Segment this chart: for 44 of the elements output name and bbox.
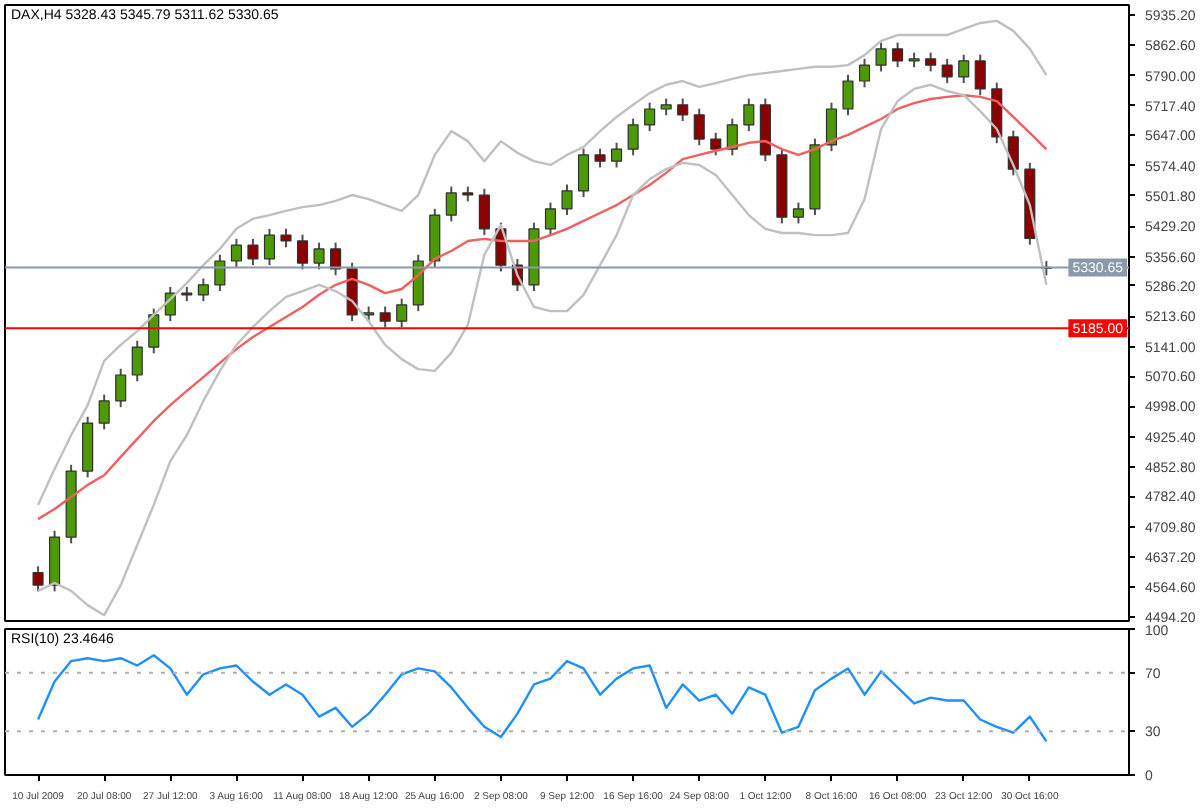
- candlestick: [726, 117, 738, 157]
- candlestick: [313, 241, 325, 271]
- candlestick: [611, 141, 623, 169]
- candlestick: [247, 237, 259, 267]
- candlestick: [396, 297, 408, 329]
- line-series: [36, 19, 1048, 507]
- line-series: [36, 94, 1048, 521]
- candlestick: [594, 147, 606, 169]
- candlestick: [98, 393, 110, 431]
- candlestick: [263, 227, 276, 267]
- candlestick: [280, 227, 292, 249]
- candlestick: [296, 233, 309, 271]
- line-series: [36, 654, 1048, 743]
- candlestick: [478, 187, 490, 237]
- candlestick: [544, 201, 557, 237]
- line-series: [36, 83, 1048, 617]
- candlestick: [858, 57, 871, 89]
- candlestick: [230, 237, 242, 269]
- candlestick: [875, 41, 887, 73]
- candlestick: [32, 565, 44, 593]
- candlestick: [892, 41, 904, 69]
- candlestick: [925, 51, 937, 73]
- candlestick: [330, 241, 342, 277]
- candlestick: [974, 53, 986, 97]
- candlestick: [214, 253, 226, 293]
- candlestick: [842, 73, 854, 117]
- candlestick: [743, 97, 755, 133]
- candlestick: [379, 305, 391, 329]
- candlestick: [941, 57, 953, 85]
- candlestick: [445, 185, 457, 223]
- candlestick: [677, 97, 689, 123]
- candlestick: [429, 207, 441, 269]
- candlestick: [561, 183, 573, 217]
- candlestick: [197, 277, 209, 303]
- candlestick: [825, 101, 838, 153]
- candlestick: [693, 107, 705, 147]
- candlestick: [710, 131, 722, 157]
- candlestick: [577, 147, 590, 199]
- candlestick: [627, 117, 639, 157]
- candlestick: [792, 201, 804, 225]
- candlestick: [115, 367, 127, 409]
- candlestick: [131, 339, 143, 383]
- candlestick: [958, 53, 970, 85]
- candlestick: [644, 101, 656, 133]
